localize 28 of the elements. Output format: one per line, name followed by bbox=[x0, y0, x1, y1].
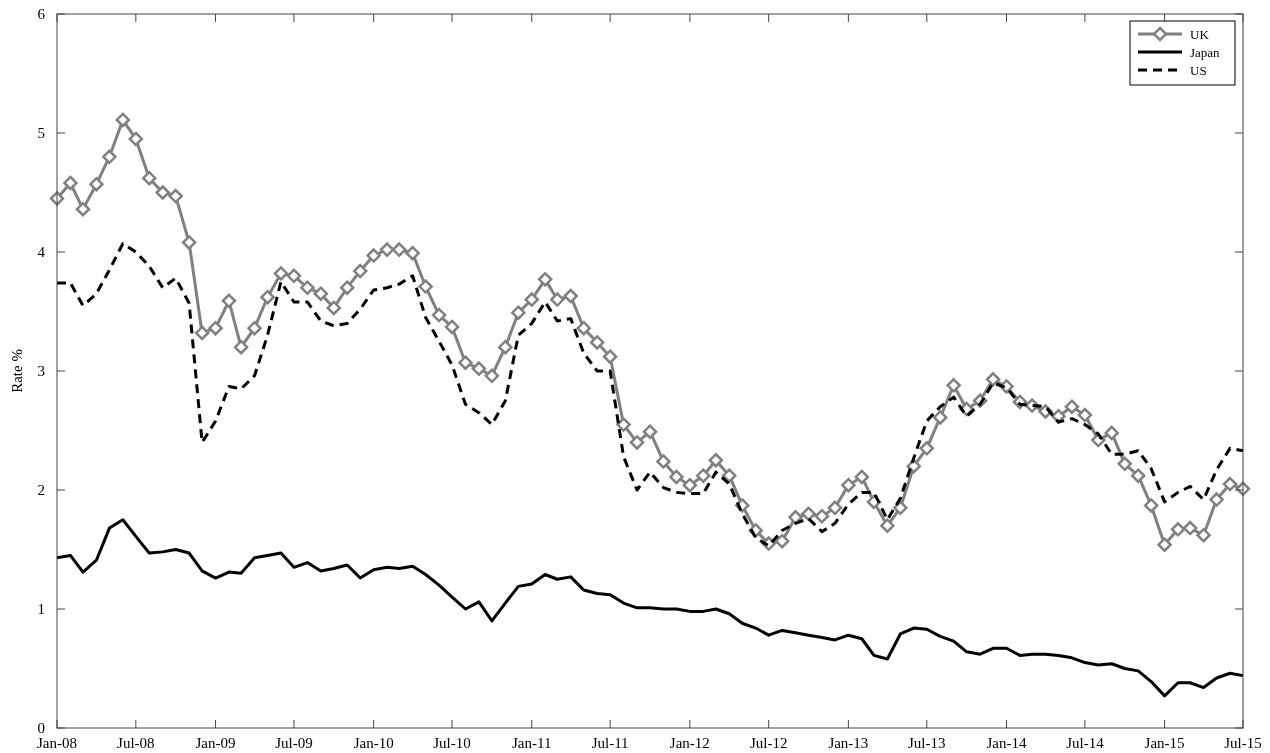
y-tick-label: 1 bbox=[37, 601, 45, 618]
x-tick-label: Jul-10 bbox=[433, 735, 471, 751]
legend-label: US bbox=[1190, 62, 1207, 78]
x-tick-label: Jul-11 bbox=[591, 735, 629, 751]
x-tick-label: Jan-12 bbox=[669, 735, 710, 751]
y-axis-title: Rate % bbox=[9, 349, 25, 393]
y-tick-label: 4 bbox=[37, 244, 46, 261]
x-tick-label: Jan-08 bbox=[37, 735, 77, 751]
y-tick-label: 0 bbox=[37, 720, 45, 737]
x-tick-label: Jul-09 bbox=[275, 735, 313, 751]
x-tick-label: Jan-14 bbox=[986, 735, 1027, 751]
y-tick-label: 3 bbox=[37, 363, 45, 380]
line-series bbox=[55, 518, 1245, 698]
x-tick-label: Jul-15 bbox=[1224, 735, 1262, 751]
y-tick-label: 6 bbox=[37, 6, 46, 23]
x-tick-label: Jan-11 bbox=[512, 735, 552, 751]
x-tick-label: Jul-13 bbox=[908, 735, 946, 751]
x-tick-label: Jan-13 bbox=[828, 735, 869, 751]
x-tick-label: Jan-10 bbox=[353, 735, 394, 751]
x-tick-label: Jan-15 bbox=[1144, 735, 1185, 751]
legend-label: UK bbox=[1190, 26, 1210, 42]
x-tick-label: Jul-08 bbox=[117, 735, 155, 751]
x-tick-label: Jul-12 bbox=[749, 735, 788, 751]
y-tick-label: 2 bbox=[37, 482, 45, 499]
legend-label: Japan bbox=[1190, 44, 1221, 60]
y-tick-label: 5 bbox=[37, 125, 45, 142]
x-tick-label: Jul-14 bbox=[1066, 735, 1105, 751]
x-tick-label: Jan-09 bbox=[195, 735, 236, 751]
